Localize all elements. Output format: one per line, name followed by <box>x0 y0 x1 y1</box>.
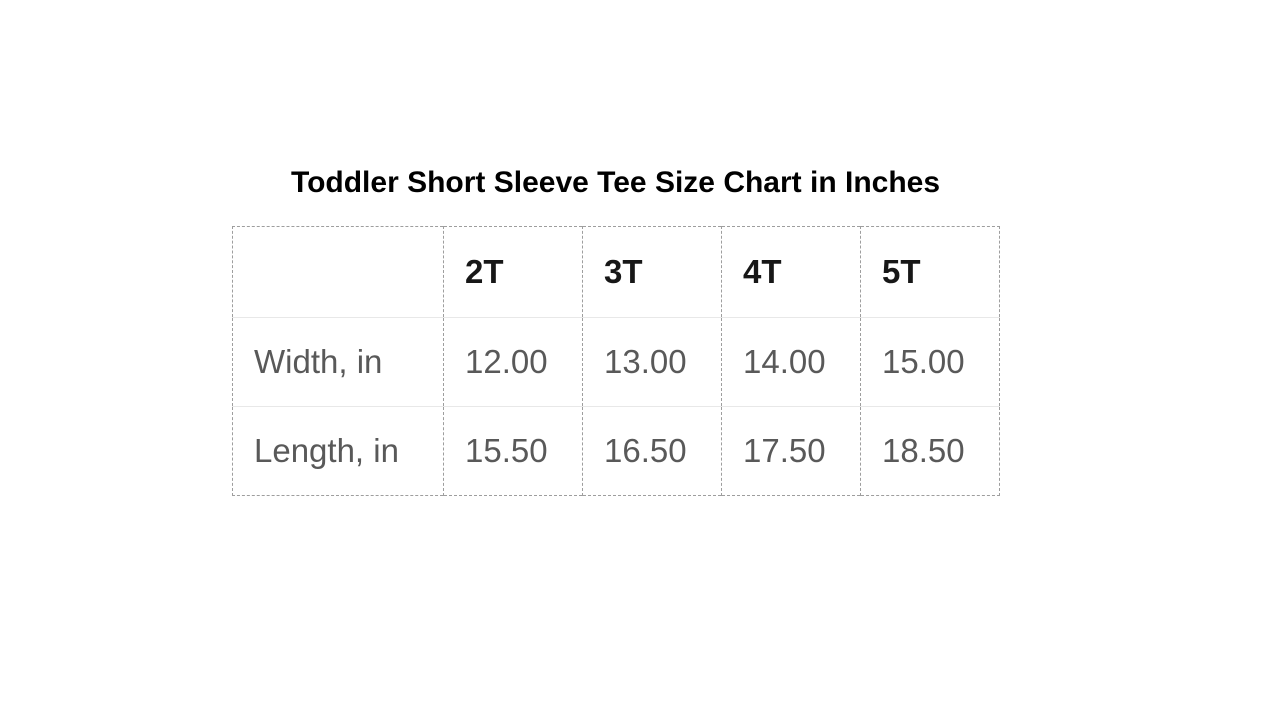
cell-width-5t: 15.00 <box>860 317 1000 407</box>
row-label-width: Width, in <box>232 317 444 407</box>
cell-length-3t: 16.50 <box>582 406 722 496</box>
size-chart-block: Toddler Short Sleeve Tee Size Chart in I… <box>232 164 1000 496</box>
corner-cell <box>233 227 444 318</box>
column-header-3t: 3T <box>582 226 722 318</box>
cell-width-2t: 12.00 <box>443 317 583 407</box>
column-header-5t: 5T <box>860 226 1000 318</box>
table-header-row: 2T 3T 4T 5T <box>233 226 1000 318</box>
cell-length-4t: 17.50 <box>721 406 861 496</box>
row-label-length: Length, in <box>232 406 444 496</box>
cell-length-2t: 15.50 <box>443 406 583 496</box>
cell-length-5t: 18.50 <box>860 406 1000 496</box>
cell-width-3t: 13.00 <box>582 317 722 407</box>
cell-width-4t: 14.00 <box>721 317 861 407</box>
column-header-4t: 4T <box>721 226 861 318</box>
size-chart-table: 2T 3T 4T 5T Width, in 12.00 13.00 14.00 … <box>232 226 1000 496</box>
column-header-2t: 2T <box>443 226 583 318</box>
table-row-length: Length, in 15.50 16.50 17.50 18.50 <box>232 406 1000 496</box>
table-row-width: Width, in 12.00 13.00 14.00 15.00 <box>232 317 1000 407</box>
page-title: Toddler Short Sleeve Tee Size Chart in I… <box>290 166 941 199</box>
